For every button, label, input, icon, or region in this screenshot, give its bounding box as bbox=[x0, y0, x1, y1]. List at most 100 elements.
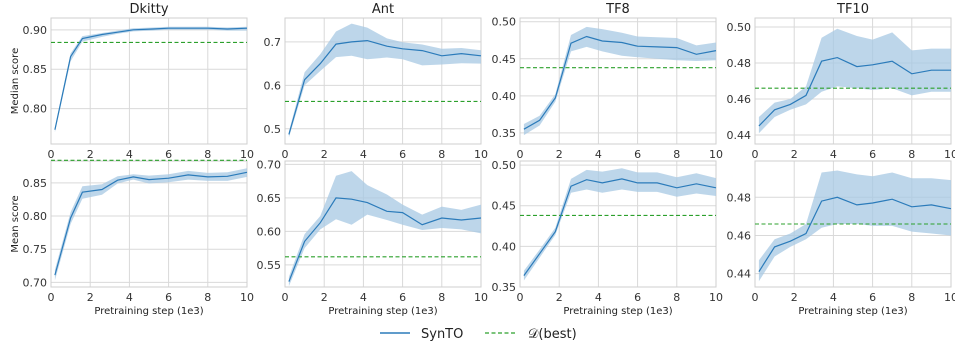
synto-confidence-band bbox=[288, 171, 481, 287]
y-tick-label: 0.40 bbox=[492, 240, 517, 253]
x-tick-label: 2 bbox=[87, 291, 94, 304]
x-tick-label: 0 bbox=[48, 148, 55, 161]
x-tick-label: 2 bbox=[791, 148, 798, 161]
plot-frame bbox=[50, 160, 248, 288]
x-tick-label: 4 bbox=[595, 148, 602, 161]
panel-8: 0 2 4 6 8 10 0.44 0.46 0.48 Pretraining step (1e3… bbox=[727, 160, 955, 317]
y-tick-label: 0.44 bbox=[727, 268, 752, 281]
x-tick-label: 10 bbox=[474, 291, 488, 304]
x-axis-label: Pretraining step (1e3) bbox=[328, 306, 437, 317]
synto-confidence-band bbox=[523, 26, 716, 136]
panel-title: TF10 bbox=[836, 2, 869, 17]
x-tick-label: 0 bbox=[517, 148, 524, 161]
x-tick-label: 8 bbox=[204, 291, 211, 304]
x-tick-label: 6 bbox=[869, 148, 876, 161]
synto-confidence-band bbox=[288, 23, 481, 138]
synto-confidence-band bbox=[54, 168, 248, 281]
y-tick-label: 0.70 bbox=[257, 158, 282, 171]
y-tick-label: 0.7 bbox=[264, 36, 282, 49]
synto-confidence-band bbox=[758, 28, 951, 134]
plot-frame bbox=[519, 160, 717, 288]
x-tick-label: 4 bbox=[830, 148, 837, 161]
y-tick-label: 0.50 bbox=[727, 21, 752, 34]
y-tick-label: 0.46 bbox=[727, 229, 752, 242]
x-tick-label: 6 bbox=[634, 148, 641, 161]
panel-title: Ant bbox=[372, 2, 394, 17]
synto-line bbox=[758, 56, 951, 127]
x-tick-label: 8 bbox=[673, 291, 680, 304]
x-tick-label: 6 bbox=[399, 291, 406, 304]
x-tick-label: 0 bbox=[48, 291, 55, 304]
x-tick-label: 0 bbox=[282, 148, 289, 161]
x-tick-label: 10 bbox=[944, 291, 955, 304]
y-tick-label: 0.48 bbox=[727, 57, 752, 70]
synto-line bbox=[54, 171, 248, 276]
plot-area bbox=[51, 18, 247, 144]
x-tick-label: 4 bbox=[360, 148, 367, 161]
y-tick-label: 0.75 bbox=[23, 243, 48, 256]
y-axis-label: Mean score bbox=[10, 195, 21, 252]
panel-5: 0 2 4 6 8 10 0.70 0.75 0.80 0.85 Pretraining step … bbox=[10, 159, 254, 317]
y-tick-label: 0.44 bbox=[727, 129, 752, 142]
panel-4: 0 2 4 6 8 10 0.44 0.46 0.48 0.50 TF10 bbox=[727, 2, 955, 161]
panel-3: 0 2 4 6 8 10 0.35 0.40 0.45 0.50 TF8 bbox=[492, 2, 724, 161]
y-tick-label: 0.55 bbox=[257, 259, 282, 272]
synto-line bbox=[54, 27, 248, 130]
y-tick-label: 0.48 bbox=[727, 191, 752, 204]
x-tick-label: 10 bbox=[240, 291, 254, 304]
y-tick-label: 0.85 bbox=[23, 63, 48, 76]
panel-2: 0 2 4 6 8 10 0.5 0.6 0.7 Ant bbox=[264, 2, 489, 161]
synto-confidence-band bbox=[758, 170, 951, 282]
x-tick-label: 2 bbox=[321, 291, 328, 304]
x-tick-label: 8 bbox=[908, 148, 915, 161]
x-tick-label: 2 bbox=[321, 148, 328, 161]
panel-1: 0 2 4 6 8 10 0.80 0.85 0.90 Dkitty Median score bbox=[10, 2, 254, 161]
synto-line bbox=[523, 178, 717, 276]
plot-frame bbox=[519, 17, 717, 145]
x-axis-label: Pretraining step (1e3) bbox=[563, 306, 672, 317]
legend: SynTO 𝒟(best) bbox=[380, 327, 577, 342]
x-tick-label: 4 bbox=[360, 291, 367, 304]
x-tick-label: 2 bbox=[556, 291, 563, 304]
y-tick-label: 0.50 bbox=[492, 16, 517, 29]
x-tick-label: 4 bbox=[126, 148, 133, 161]
y-tick-label: 0.45 bbox=[492, 53, 517, 66]
y-tick-label: 0.90 bbox=[23, 24, 48, 37]
legend-synto-label: SynTO bbox=[421, 327, 463, 342]
y-tick-label: 0.40 bbox=[492, 90, 517, 103]
x-tick-label: 8 bbox=[438, 148, 445, 161]
x-tick-label: 6 bbox=[399, 148, 406, 161]
x-tick-label: 0 bbox=[282, 291, 289, 304]
legend-best-label: 𝒟(best) bbox=[528, 327, 577, 342]
x-tick-label: 2 bbox=[87, 148, 94, 161]
x-tick-label: 6 bbox=[165, 291, 172, 304]
x-tick-label: 10 bbox=[240, 148, 254, 161]
y-tick-label: 0.6 bbox=[264, 79, 282, 92]
x-tick-label: 6 bbox=[634, 291, 641, 304]
y-tick-label: 0.80 bbox=[23, 210, 48, 223]
x-tick-label: 8 bbox=[673, 148, 680, 161]
y-tick-label: 0.85 bbox=[23, 177, 48, 190]
x-tick-label: 8 bbox=[204, 148, 211, 161]
y-tick-label: 0.35 bbox=[492, 281, 517, 294]
x-tick-label: 0 bbox=[752, 148, 759, 161]
x-tick-label: 4 bbox=[126, 291, 133, 304]
y-tick-label: 0.80 bbox=[23, 103, 48, 116]
x-tick-label: 4 bbox=[830, 291, 837, 304]
panel-title: TF8 bbox=[605, 2, 630, 17]
y-tick-label: 0.45 bbox=[492, 200, 517, 213]
x-tick-label: 0 bbox=[752, 291, 759, 304]
y-tick-label: 0.35 bbox=[492, 127, 517, 140]
x-tick-label: 8 bbox=[438, 291, 445, 304]
panel-7: 0 2 4 6 8 10 0.35 0.40 0.45 0.50 Pretraining step … bbox=[492, 159, 724, 317]
plot-frame bbox=[50, 17, 248, 145]
x-tick-label: 10 bbox=[709, 148, 723, 161]
x-tick-label: 4 bbox=[595, 291, 602, 304]
x-tick-label: 2 bbox=[791, 291, 798, 304]
x-tick-label: 0 bbox=[517, 291, 524, 304]
panel-title: Dkitty bbox=[129, 2, 168, 17]
x-tick-label: 6 bbox=[165, 148, 172, 161]
x-tick-label: 10 bbox=[474, 148, 488, 161]
